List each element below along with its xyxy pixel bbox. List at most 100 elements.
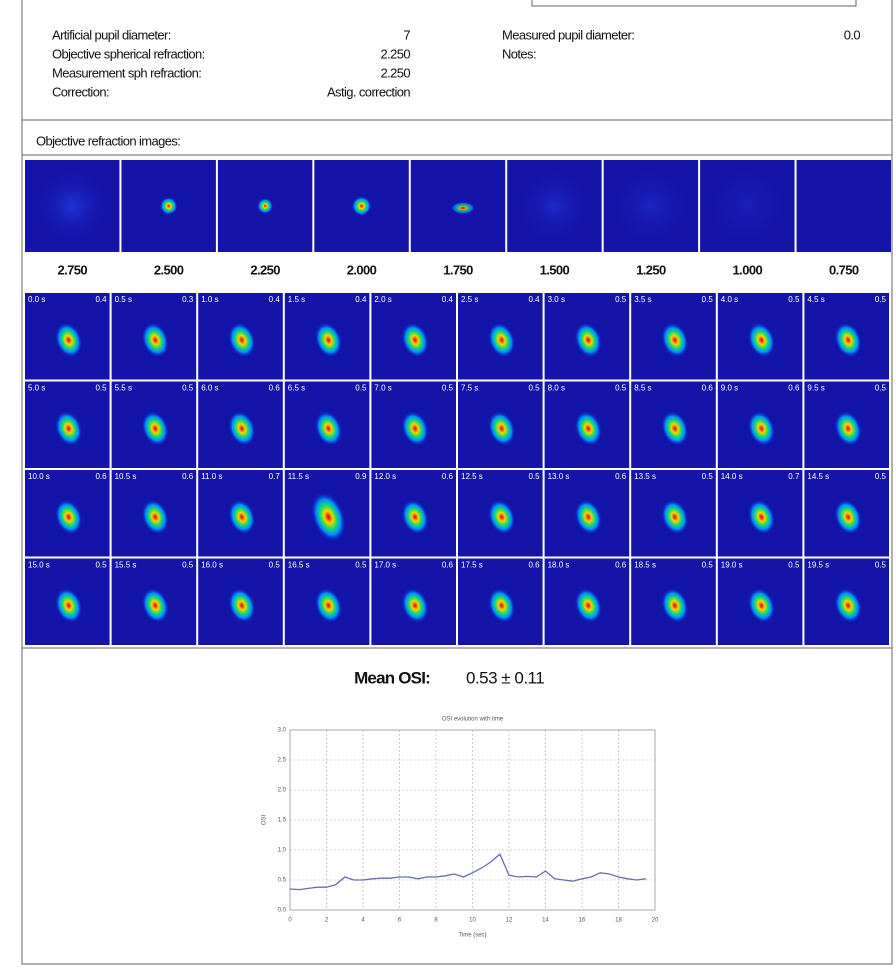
spot: [228, 499, 256, 535]
spot: [257, 198, 274, 214]
spot: [141, 499, 169, 535]
refraction-label: 1.000: [733, 262, 763, 277]
frame-osi: 0.5: [875, 472, 887, 481]
field-value: 0.0: [844, 27, 861, 42]
x-tick-label: 18: [615, 918, 622, 924]
x-tick-label: 4: [361, 918, 365, 924]
spot: [401, 411, 429, 446]
x-tick-label: 6: [398, 918, 402, 924]
field-value: 2.250: [380, 46, 410, 61]
frame-time: 12.5 s: [461, 472, 483, 481]
mean-osi-label: Mean OSI:: [354, 668, 430, 687]
frame-osi: 0.5: [875, 561, 887, 570]
frame-time: 10.5 s: [115, 472, 137, 481]
frame-time: 17.5 s: [461, 561, 483, 570]
x-tick-label: 2: [325, 918, 329, 924]
frame-osi: 0.5: [95, 384, 107, 393]
refraction-label: 2.250: [250, 262, 280, 277]
field-label: Artificial pupil diameter:: [52, 27, 171, 42]
frame-time: 15.5 s: [115, 561, 137, 570]
spot: [661, 588, 689, 623]
frame-osi: 0.5: [702, 295, 714, 304]
frame-time: 9.0 s: [721, 384, 738, 393]
spot: [54, 499, 83, 535]
frame-osi: 0.5: [182, 561, 194, 570]
refraction-label: 1.500: [540, 262, 570, 277]
frame-time: 4.5 s: [807, 295, 824, 304]
frame-osi: 0.7: [269, 472, 281, 481]
frame-osi: 0.5: [702, 472, 714, 481]
frame-osi: 0.7: [788, 472, 800, 481]
frame-time: 3.0 s: [548, 295, 565, 304]
refraction-label: 1.250: [636, 262, 666, 277]
spot: [574, 499, 602, 535]
spot: [574, 588, 602, 623]
spot: [747, 411, 776, 446]
spot: [487, 411, 516, 446]
y-tick-label: 0.5: [278, 878, 287, 884]
spot: [661, 411, 689, 446]
field-label: Correction:: [52, 84, 109, 99]
refraction-image: [796, 160, 891, 252]
frame-time: 10.0 s: [28, 472, 50, 481]
frame-osi: 0.5: [875, 295, 887, 304]
spot: [661, 499, 689, 535]
section-title: Objective refraction images:: [36, 133, 180, 148]
refraction-label: 2.000: [347, 262, 377, 277]
frame-osi: 0.6: [182, 472, 194, 481]
spot: [834, 322, 862, 358]
spot: [608, 164, 693, 248]
field-value: 7: [403, 27, 410, 42]
refraction-label: 2.750: [57, 262, 87, 277]
spot: [54, 411, 83, 446]
spot: [228, 322, 256, 358]
spot: [574, 411, 602, 446]
frame-osi: 0.6: [95, 472, 107, 481]
frame-osi: 0.5: [702, 561, 714, 570]
frame-time: 5.0 s: [28, 384, 45, 393]
spot: [487, 588, 516, 623]
x-tick-label: 10: [469, 918, 476, 924]
frame-time: 14.5 s: [807, 472, 829, 481]
frame-time: 12.0 s: [374, 472, 396, 481]
frame-osi: 0.4: [269, 295, 281, 304]
frame-osi: 0.5: [182, 384, 194, 393]
frame-time: 16.5 s: [288, 561, 310, 570]
frame-osi: 0.6: [269, 384, 281, 393]
frame-osi: 0.5: [355, 561, 367, 570]
field-label: Measured pupil diameter:: [502, 27, 634, 42]
spot: [703, 162, 792, 250]
frame-osi: 0.6: [615, 561, 627, 570]
frame-osi: 0.6: [442, 472, 454, 481]
data-line: [289, 853, 646, 891]
spot: [228, 411, 256, 446]
spot: [450, 201, 476, 215]
spot: [314, 322, 343, 358]
refraction-label: 1.750: [443, 262, 473, 277]
spot: [401, 588, 429, 623]
y-tick-label: 1.5: [278, 818, 287, 824]
field-label: Objective spherical refraction:: [52, 46, 205, 61]
x-tick-label: 12: [506, 918, 513, 924]
field-label: Notes:: [502, 46, 536, 61]
frame-osi: 0.5: [615, 295, 627, 304]
spot: [314, 588, 343, 623]
frame-osi: 0.5: [615, 384, 627, 393]
frame-osi: 0.9: [355, 472, 367, 481]
frame-time: 11.5 s: [288, 472, 309, 481]
frame-time: 1.0 s: [201, 295, 218, 304]
y-tick-label: 3.0: [278, 728, 287, 734]
field-value: Astig. correction: [327, 84, 410, 99]
spot: [747, 588, 776, 623]
frame-time: 7.5 s: [461, 384, 478, 393]
frame-time: 13.0 s: [548, 472, 570, 481]
y-tick-label: 2.5: [278, 758, 287, 764]
frame-time: 6.5 s: [288, 384, 305, 393]
spot: [159, 197, 178, 215]
x-axis-label: Time (sec): [458, 933, 486, 939]
frame-time: 15.0 s: [28, 561, 50, 570]
page-border: [21, 0, 893, 965]
spot: [32, 166, 113, 246]
frame-time: 7.0 s: [374, 384, 391, 393]
x-tick-label: 16: [579, 918, 586, 924]
